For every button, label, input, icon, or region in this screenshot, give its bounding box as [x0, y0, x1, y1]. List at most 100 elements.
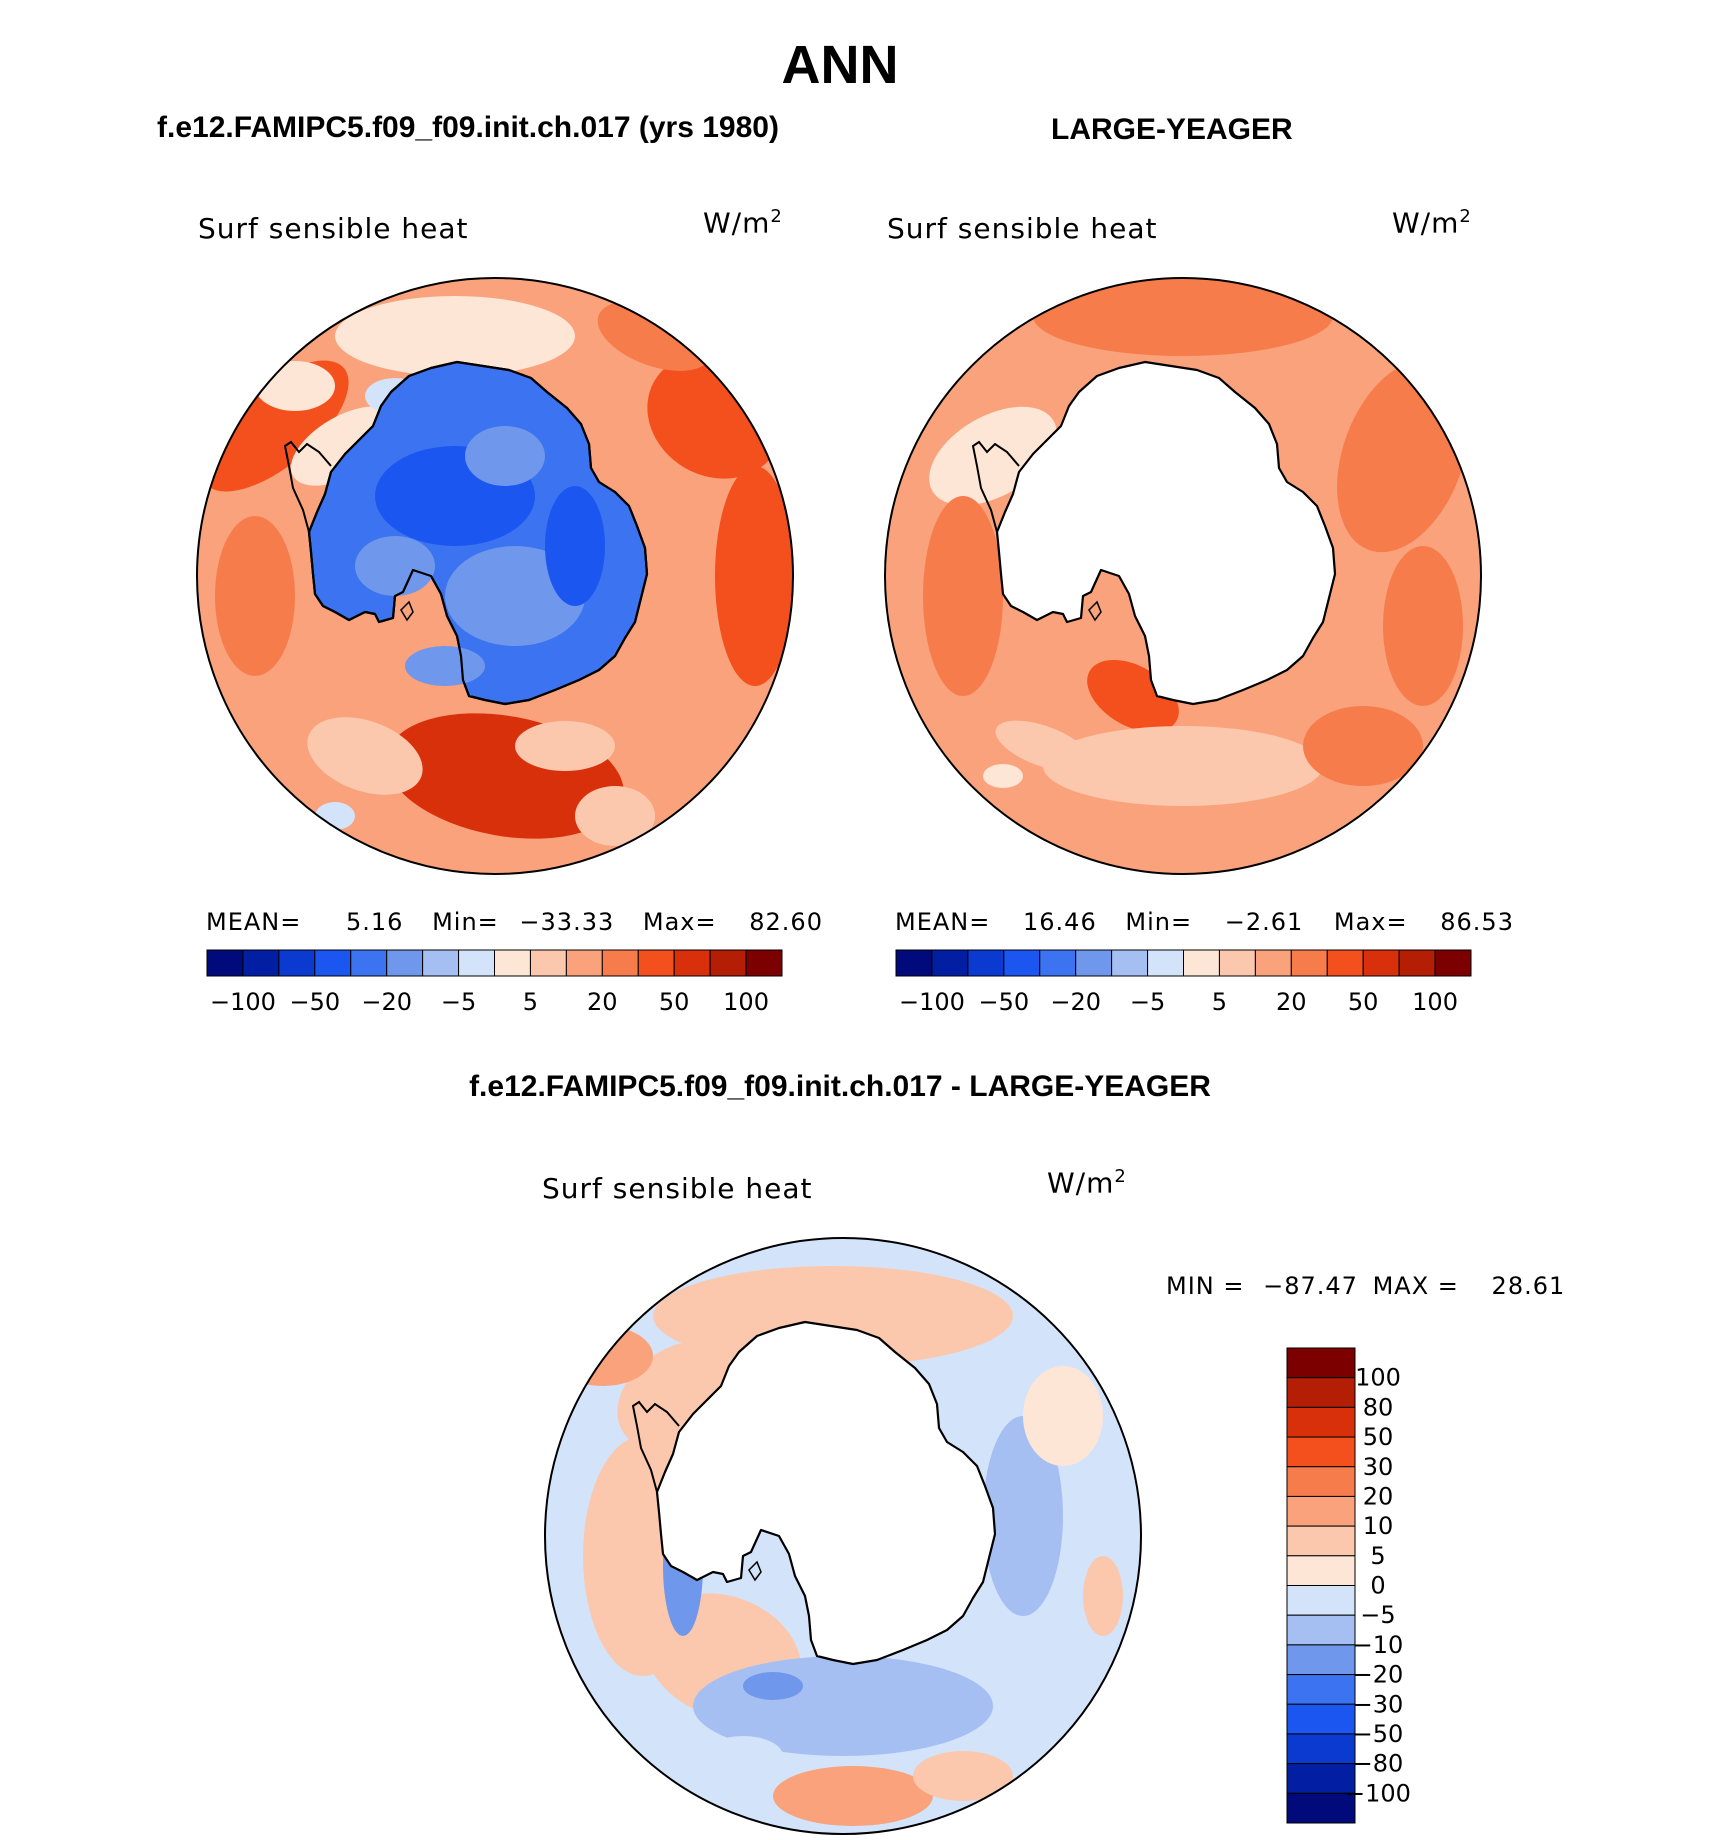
panel3-colorbar-swatch	[1286, 1555, 1356, 1586]
panel2-field-patch	[923, 496, 1003, 696]
panel2-colorbar-tick-label: −100	[899, 988, 965, 1016]
panel2-colorbar-swatch	[1362, 949, 1400, 977]
panel1-colorbar-tick-label: 20	[587, 988, 618, 1016]
panel2-colorbar-swatch	[1075, 949, 1113, 977]
panel1-units-label: W/m2	[703, 206, 783, 239]
panel3-colorbar-swatch	[1286, 1347, 1356, 1379]
panel1-colorbar-tick-label: 50	[659, 988, 690, 1016]
panel1-colorbar-swatch	[278, 949, 316, 977]
panel3-colorbar-swatch	[1286, 1733, 1356, 1765]
panel1-units-base: W/m	[703, 206, 771, 240]
panel3-min-label: MIN =	[1166, 1272, 1245, 1300]
panel2-colorbar-swatch	[1039, 949, 1077, 977]
panel3-units-base: W/m	[1047, 1166, 1115, 1200]
panel1-peninsula-outline	[283, 440, 332, 533]
panel1-colorbar-tick-label: −20	[361, 988, 412, 1016]
page-title: ANN	[781, 35, 899, 95]
panel3-colorbar-swatch	[1286, 1792, 1356, 1824]
panel1-field-patch	[315, 802, 355, 830]
panel3-colorbar-tick-label: 5	[1370, 1542, 1385, 1570]
panel3-colorbar-swatch	[1286, 1525, 1356, 1557]
panel2-colorbar-swatch	[1326, 949, 1364, 977]
panel1-colorbar-swatch	[565, 949, 603, 977]
panel1-max-value: 82.60	[749, 908, 823, 936]
panel3-colorbar-tick-label: −10	[1353, 1631, 1404, 1659]
panel2-field-patch	[1033, 278, 1333, 356]
panel2-colorbar-tick-label: 50	[1348, 988, 1379, 1016]
panel1-colorbar-swatch	[494, 949, 531, 977]
panel3-max-value: 28.61	[1491, 1272, 1566, 1300]
panel2-island-outline	[1088, 600, 1102, 622]
panel1-colorbar-tick-label: 5	[523, 988, 538, 1016]
left-panel-title: f.e12.FAMIPC5.f09_f09.init.ch.017 (yrs 1…	[157, 111, 779, 144]
panel1-min-value: −33.33	[519, 908, 615, 936]
panel3-map-border	[544, 1237, 1142, 1835]
panel3-colorbar-tick-label: −20	[1353, 1661, 1404, 1689]
panel1-polar-map	[196, 277, 794, 875]
panel3-colorbar-swatch	[1286, 1703, 1356, 1735]
panel2-colorbar-swatch	[1254, 949, 1292, 977]
panel2-map-border	[884, 277, 1482, 875]
panel3-colorbar-swatch	[1286, 1495, 1356, 1527]
panel1-colorbar-swatch	[458, 949, 495, 977]
panel2-field-patch	[983, 764, 1023, 788]
panel1-colorbar-swatch	[637, 949, 675, 977]
panel2-colorbar-tick-label: 100	[1412, 988, 1458, 1016]
panel3-variable-label: Surf sensible heat	[542, 1172, 813, 1205]
panel3-colorbar-tick-label: 0	[1370, 1572, 1385, 1600]
panel2-units-base: W/m	[1392, 206, 1460, 240]
panel2-variable-label: Surf sensible heat	[887, 212, 1158, 245]
panel1-colorbar-swatch	[601, 949, 639, 977]
difference-panel-title: f.e12.FAMIPC5.f09_f09.init.ch.017 - LARG…	[469, 1070, 1211, 1103]
panel1-land-patch	[405, 646, 485, 686]
panel2-colorbar-tick-label: −5	[1130, 988, 1165, 1016]
panel3-colorbar-tick-label: 100	[1355, 1364, 1401, 1392]
panel3-colorbar-swatch	[1286, 1674, 1356, 1705]
panel3-field-patch	[913, 1751, 1013, 1801]
panel1-field-patch	[307, 717, 423, 795]
panel1-coastline-outline	[307, 360, 649, 706]
panel1-units-exp: 2	[770, 206, 783, 227]
panel2-mean-value: 16.46	[1023, 908, 1097, 936]
panel3-colorbar-swatch	[1286, 1377, 1356, 1408]
panel3-colorbar-swatch	[1286, 1406, 1356, 1438]
panel1-variable-label: Surf sensible heat	[198, 212, 469, 245]
panel1-field-patch	[575, 786, 655, 846]
panel2-stats: MEAN= 16.46 Min= −2.61 Max= 86.53	[895, 908, 1514, 936]
panel3-field-patch	[923, 1291, 1003, 1341]
panel3-colorbar-tick-label: −50	[1353, 1720, 1404, 1748]
panel1-colorbar-swatch	[709, 949, 747, 977]
panel3-colorbar-tick-label: −100	[1345, 1779, 1411, 1807]
panel1-colorbar-swatch	[242, 949, 280, 977]
panel2-field-patch	[1303, 706, 1423, 786]
panel2-colorbar-swatch	[1290, 949, 1328, 977]
panel3-colorbar-tick-label: 30	[1363, 1453, 1394, 1481]
panel1-land-patch	[355, 536, 435, 596]
panel2-field-patch	[1383, 546, 1463, 706]
panel1-colorbar-tick-label: 100	[723, 988, 769, 1016]
panel1-max-label: Max=	[642, 908, 717, 936]
panel3-peninsula-outline	[631, 1400, 680, 1493]
panel2-max-value: 86.53	[1440, 908, 1514, 936]
panel2-colorbar-tick-label: 5	[1212, 988, 1227, 1016]
panel3-field-patch	[983, 1416, 1063, 1616]
panel1-colorbar-swatch	[314, 949, 352, 977]
panel3-colorbar-tick-label: −30	[1353, 1690, 1404, 1718]
panel1-colorbar-tick-label: −5	[441, 988, 476, 1016]
panel2-units-label: W/m2	[1392, 206, 1472, 239]
panel2-min-value: −2.61	[1224, 908, 1304, 936]
panel2-colorbar-swatch	[1183, 949, 1220, 977]
panel3-colorbar-tick-label: −5	[1360, 1601, 1395, 1629]
panel1-stats: MEAN= 5.16 Min= −33.33 Max= 82.60	[206, 908, 823, 936]
panel1-field-patch	[215, 516, 295, 676]
panel1-colorbar-swatch	[673, 949, 711, 977]
panel1-mean-value: 5.16	[346, 908, 404, 936]
panel2-min-label: Min=	[1125, 908, 1193, 936]
panel1-colorbar-swatch	[206, 949, 244, 977]
panel3-polar-map	[544, 1237, 1142, 1835]
panel2-colorbar-swatch	[1147, 949, 1184, 977]
panel3-stats: MIN = −87.47 MAX = 28.61	[1166, 1272, 1565, 1300]
panel1-colorbar-swatch	[745, 949, 783, 977]
panel3-island-outline	[748, 1560, 762, 1582]
